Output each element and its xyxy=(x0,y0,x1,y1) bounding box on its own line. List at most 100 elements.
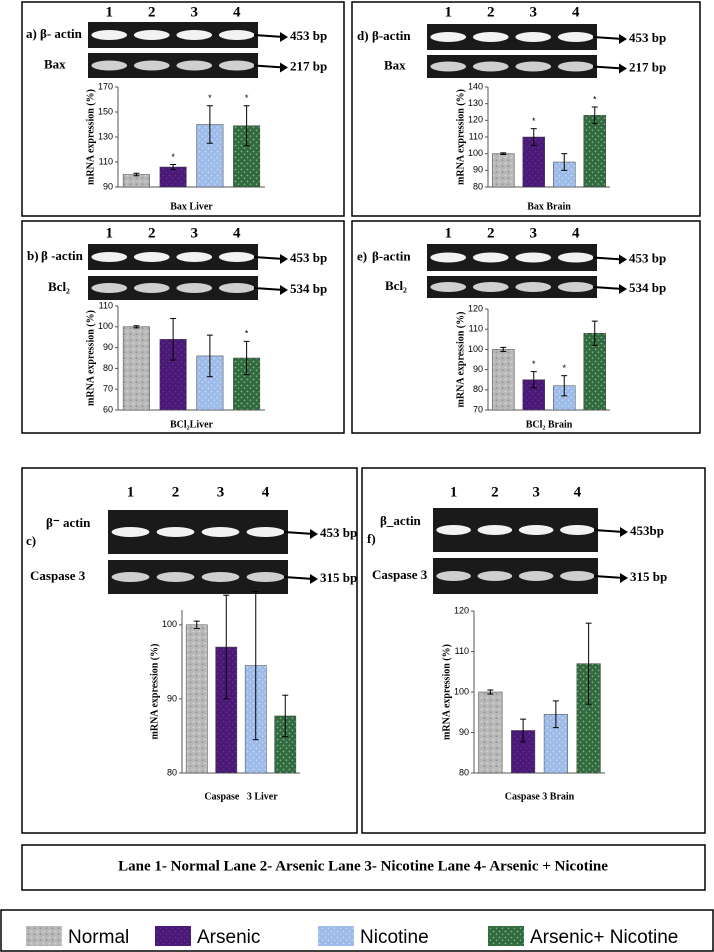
arrow-head xyxy=(620,573,628,583)
significance-mark: * xyxy=(562,363,566,373)
y-tick-label: 80 xyxy=(103,363,113,373)
band-size: 217 bp xyxy=(290,58,327,73)
gel-strip xyxy=(427,55,597,78)
arrow-head xyxy=(280,32,288,42)
lane-number: 2 xyxy=(487,4,495,20)
lane-number: 4 xyxy=(572,225,580,241)
y-tick-label: 170 xyxy=(98,81,113,91)
lane-key-box xyxy=(21,844,706,891)
gel-band xyxy=(557,32,594,42)
y-tick-label: 120 xyxy=(468,303,483,313)
legend-swatch xyxy=(318,926,354,946)
lane-number: 3 xyxy=(191,225,199,241)
gel-band xyxy=(436,571,471,581)
y-tick-label: 120 xyxy=(468,115,483,125)
panel-box xyxy=(21,220,345,434)
y-tick-label: 80 xyxy=(473,384,483,394)
lane-number: 2 xyxy=(491,484,499,500)
arrow xyxy=(253,64,285,69)
lane-number: 1 xyxy=(127,484,135,500)
gel-band xyxy=(430,32,467,42)
panel-label: f) xyxy=(367,531,376,546)
y-axis-label: mRNA expression (%) xyxy=(455,312,466,408)
x-axis-label: Bax Liver xyxy=(170,201,213,212)
gel-band xyxy=(201,527,240,537)
arrow xyxy=(592,36,624,40)
y-tick-label: 110 xyxy=(99,300,113,310)
gel-band xyxy=(430,282,467,292)
significance-mark: * xyxy=(532,116,536,126)
gel-band xyxy=(91,30,128,40)
gel-band xyxy=(218,283,255,293)
gel-band xyxy=(176,60,213,71)
lane-number: 1 xyxy=(450,484,458,500)
lane-key: Lane 1- Normal Lane 2- Arsenic Lane 3- N… xyxy=(118,858,608,874)
gel-band xyxy=(111,572,150,582)
gel-band xyxy=(156,572,195,582)
gel-band xyxy=(515,61,552,72)
bar xyxy=(233,357,261,411)
error-bar xyxy=(487,689,494,695)
y-tick-label: 110 xyxy=(99,156,113,166)
gel-band xyxy=(246,527,285,537)
arrow xyxy=(592,65,624,70)
band-size: 217 bp xyxy=(629,59,666,74)
y-tick-label: 70 xyxy=(473,404,483,414)
panel-label: d) xyxy=(357,28,369,43)
error-bar xyxy=(500,152,507,155)
lane-number: 3 xyxy=(530,225,538,241)
bar xyxy=(492,153,515,188)
gel-band xyxy=(430,252,467,263)
x-axis-label: Caspase 3 Brain xyxy=(505,791,575,802)
y-tick-label: 130 xyxy=(98,131,113,141)
y-tick-label: 100 xyxy=(454,686,469,696)
lane-number: 4 xyxy=(233,225,241,241)
gel-band xyxy=(557,282,594,292)
y-tick-label: 80 xyxy=(459,767,469,777)
gel-band xyxy=(515,282,552,292)
y-axis-label: mRNA expression (%) xyxy=(85,89,96,185)
gel-band xyxy=(218,60,255,71)
panel-box xyxy=(351,220,701,434)
arrow xyxy=(593,529,625,533)
error-bar xyxy=(243,105,250,147)
y-tick-label: 90 xyxy=(103,181,113,191)
y-tick-label: 100 xyxy=(468,344,483,354)
band-size: 453 bp xyxy=(629,30,666,45)
gel-band xyxy=(91,252,128,262)
panel-box xyxy=(21,467,358,834)
y-tick-label: 130 xyxy=(468,98,483,108)
error-bar xyxy=(530,128,537,146)
arrow-head xyxy=(619,63,627,74)
bar xyxy=(185,624,208,774)
band-size: 453bp xyxy=(630,523,664,538)
y-tick-label: 90 xyxy=(167,693,177,703)
y-tick-label: 90 xyxy=(103,342,113,352)
band-size: 315 bp xyxy=(320,570,357,585)
gel-band xyxy=(472,32,509,42)
gel-label: Caspase 3 xyxy=(30,568,86,583)
gel-band xyxy=(436,525,471,535)
lane-number: 2 xyxy=(148,4,156,20)
y-tick-label: 60 xyxy=(103,404,113,414)
gel-band xyxy=(557,61,594,72)
lane-number: 1 xyxy=(445,4,453,20)
arrow-head xyxy=(280,285,288,295)
error-bar xyxy=(500,346,507,352)
gel-label: Bax xyxy=(384,57,406,72)
panel-box xyxy=(351,1,701,217)
error-bar xyxy=(520,718,527,743)
error-bar xyxy=(133,172,140,177)
gel-band xyxy=(477,571,513,581)
legend-label: Normal xyxy=(68,927,129,948)
gel-band xyxy=(515,252,552,263)
gel-band xyxy=(560,571,595,581)
lane-number: 1 xyxy=(106,225,114,241)
y-tick-label: 100 xyxy=(162,619,177,629)
gel-band xyxy=(176,283,213,293)
significance-mark: * xyxy=(245,329,249,339)
error-bar xyxy=(133,325,140,329)
band-size: 453 bp xyxy=(290,28,327,43)
gel-band xyxy=(91,60,128,71)
